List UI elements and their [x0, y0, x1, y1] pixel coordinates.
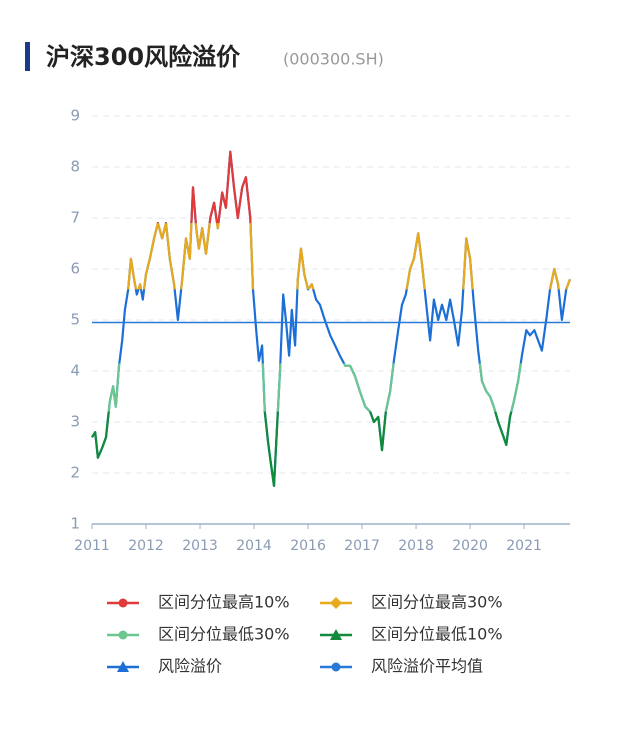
band-line — [107, 363, 522, 412]
y-tick-label: 6 — [70, 260, 80, 278]
legend-label: 区间分位最低10% — [371, 625, 503, 644]
y-tick-label: 3 — [70, 413, 80, 431]
x-tick-label: 2011 — [74, 538, 110, 554]
y-tick-label: 7 — [70, 209, 80, 227]
x-tick-label: 2016 — [290, 538, 326, 554]
x-tick-label: 2014 — [236, 538, 272, 554]
y-tick-label: 9 — [70, 107, 80, 125]
legend-marker — [118, 630, 128, 640]
legend-marker — [330, 597, 342, 609]
y-tick-label: 8 — [70, 158, 80, 176]
legend-marker — [118, 598, 128, 608]
y-tick-label: 4 — [70, 362, 80, 380]
legend-label: 区间分位最高10% — [158, 593, 290, 612]
chart-title: 沪深300风险溢价 — [46, 43, 241, 71]
legend-label: 风险溢价 — [158, 657, 222, 676]
legend-marker — [117, 661, 129, 672]
x-tick-label: 2020 — [452, 538, 488, 554]
chart-subtitle: (000300.SH) — [283, 50, 384, 69]
x-tick-label: 2017 — [344, 538, 380, 554]
x-tick-label: 2013 — [182, 538, 218, 554]
band-line — [127, 223, 572, 290]
y-tick-label: 1 — [70, 515, 80, 533]
legend-marker — [331, 662, 341, 672]
title-bar — [25, 42, 30, 71]
legend-marker — [330, 629, 342, 640]
x-tick-label: 2021 — [506, 538, 542, 554]
legend-label: 区间分位最高30% — [371, 593, 503, 612]
y-tick-label: 5 — [70, 311, 80, 329]
x-tick-label: 2018 — [398, 538, 434, 554]
x-tick-label: 2012 — [128, 538, 164, 554]
legend-label: 区间分位最低30% — [158, 625, 290, 644]
y-tick-label: 2 — [70, 464, 80, 482]
legend-label: 风险溢价平均值 — [371, 657, 483, 676]
